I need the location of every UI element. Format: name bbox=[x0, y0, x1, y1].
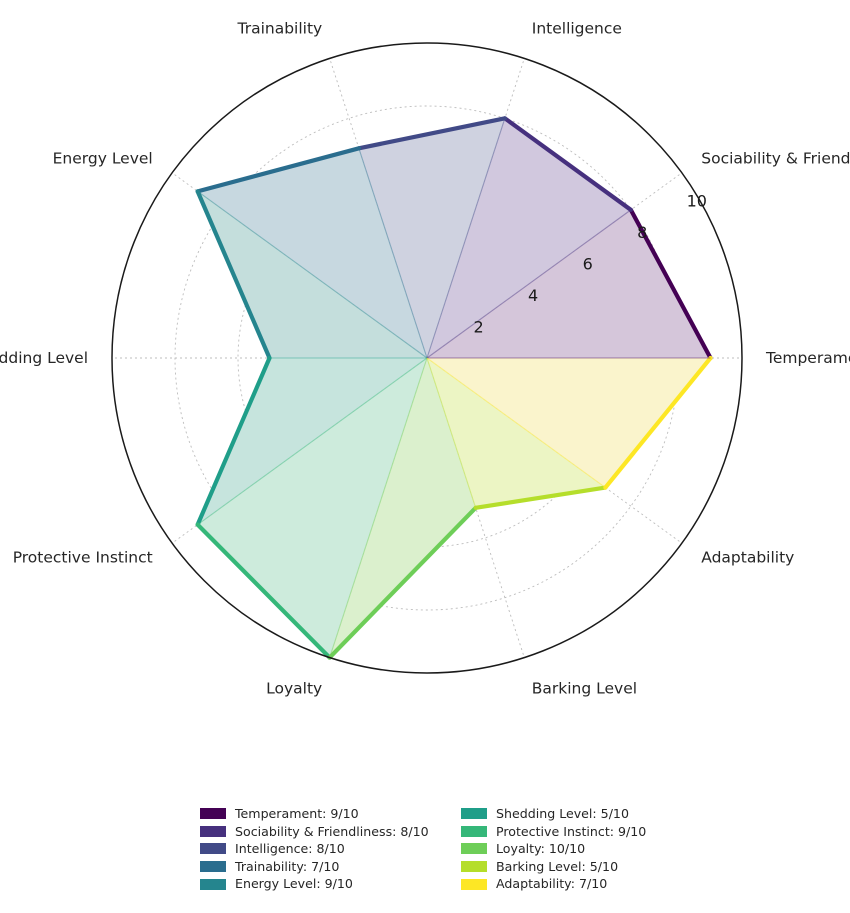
legend-column-left: Temperament: 9/10 Sociability & Friendlin… bbox=[200, 805, 429, 893]
legend-swatch bbox=[461, 843, 487, 855]
radial-tick-2: 2 bbox=[473, 318, 483, 337]
legend-item[interactable]: Adaptability: 7/10 bbox=[461, 875, 646, 893]
legend-label: Loyalty: 10/10 bbox=[496, 841, 586, 857]
category-label-trainability: Trainability bbox=[237, 20, 323, 38]
legend-label: Adaptability: 7/10 bbox=[496, 876, 608, 892]
radial-tick-10: 10 bbox=[687, 192, 707, 211]
legend-swatch bbox=[200, 861, 226, 873]
legend-swatch bbox=[200, 843, 226, 855]
outer-circle bbox=[111, 42, 743, 674]
category-label-temperament: Temperament bbox=[765, 349, 850, 367]
legend-label: Trainability: 7/10 bbox=[235, 858, 340, 874]
radar-chart-svg: 2 4 6 8 10 Temperament Sociability & Friendli… bbox=[0, 20, 850, 698]
legend-swatch bbox=[200, 878, 226, 890]
radial-tick-4: 4 bbox=[528, 286, 538, 305]
legend-label: Intelligence: 8/10 bbox=[235, 841, 345, 857]
legend-item[interactable]: Trainability: 7/10 bbox=[200, 858, 429, 876]
category-label-sociability-friendliness: Sociability & Friendliness bbox=[701, 150, 850, 168]
legend-swatch bbox=[461, 825, 487, 837]
chart-area: 2 4 6 8 10 Temperament Sociability & Friendli… bbox=[0, 20, 850, 698]
legend-item[interactable]: Barking Level: 5/10 bbox=[461, 858, 646, 876]
category-label-adaptability: Adaptability bbox=[701, 548, 794, 566]
legend-item[interactable]: Sociability & Friendliness: 8/10 bbox=[200, 823, 429, 841]
radial-tick-8: 8 bbox=[637, 223, 647, 242]
legend-swatch bbox=[461, 808, 487, 820]
legend-item[interactable]: Shedding Level: 5/10 bbox=[461, 805, 646, 823]
legend-label: Barking Level: 5/10 bbox=[496, 858, 619, 874]
category-label-intelligence: Intelligence bbox=[532, 20, 622, 38]
radial-tick-6: 6 bbox=[583, 255, 593, 274]
legend-label: Energy Level: 9/10 bbox=[235, 876, 353, 892]
legend-swatch bbox=[200, 808, 226, 820]
radial-tick-labels: 2 4 6 8 10 bbox=[473, 192, 707, 337]
category-labels: Temperament Sociability & Friendliness Int… bbox=[0, 20, 850, 698]
category-label-loyalty: Loyalty bbox=[266, 679, 322, 697]
legend-label: Protective Instinct: 9/10 bbox=[496, 823, 647, 839]
legend-item[interactable]: Energy Level: 9/10 bbox=[200, 875, 429, 893]
category-label-barking-level: Barking Level bbox=[532, 679, 637, 697]
legend-label: Temperament: 9/10 bbox=[235, 806, 359, 821]
category-label-energy-level: Energy Level bbox=[53, 150, 153, 168]
legend-item[interactable]: Protective Instinct: 9/10 bbox=[461, 823, 646, 841]
legend-item[interactable]: Loyalty: 10/10 bbox=[461, 840, 646, 858]
radar-wedges bbox=[195, 116, 713, 660]
legend-column-right: Shedding Level: 5/10 Protective Instinct:… bbox=[461, 805, 646, 893]
legend-swatch bbox=[461, 861, 487, 873]
legend-swatch bbox=[200, 825, 226, 837]
legend-item[interactable]: Temperament: 9/10 bbox=[200, 805, 429, 823]
legend-label: Shedding Level: 5/10 bbox=[496, 806, 629, 821]
category-label-shedding-level: Shedding Level bbox=[0, 349, 88, 367]
legend-label: Sociability & Friendliness: 8/10 bbox=[235, 823, 429, 839]
axis-spokes bbox=[197, 118, 711, 658]
legend-item[interactable]: Intelligence: 8/10 bbox=[200, 840, 429, 858]
legend-swatch bbox=[461, 878, 487, 890]
chart-legend: Temperament: 9/10 Sociability & Friendlin… bbox=[200, 805, 660, 905]
category-label-protective-instinct: Protective Instinct bbox=[13, 548, 153, 566]
